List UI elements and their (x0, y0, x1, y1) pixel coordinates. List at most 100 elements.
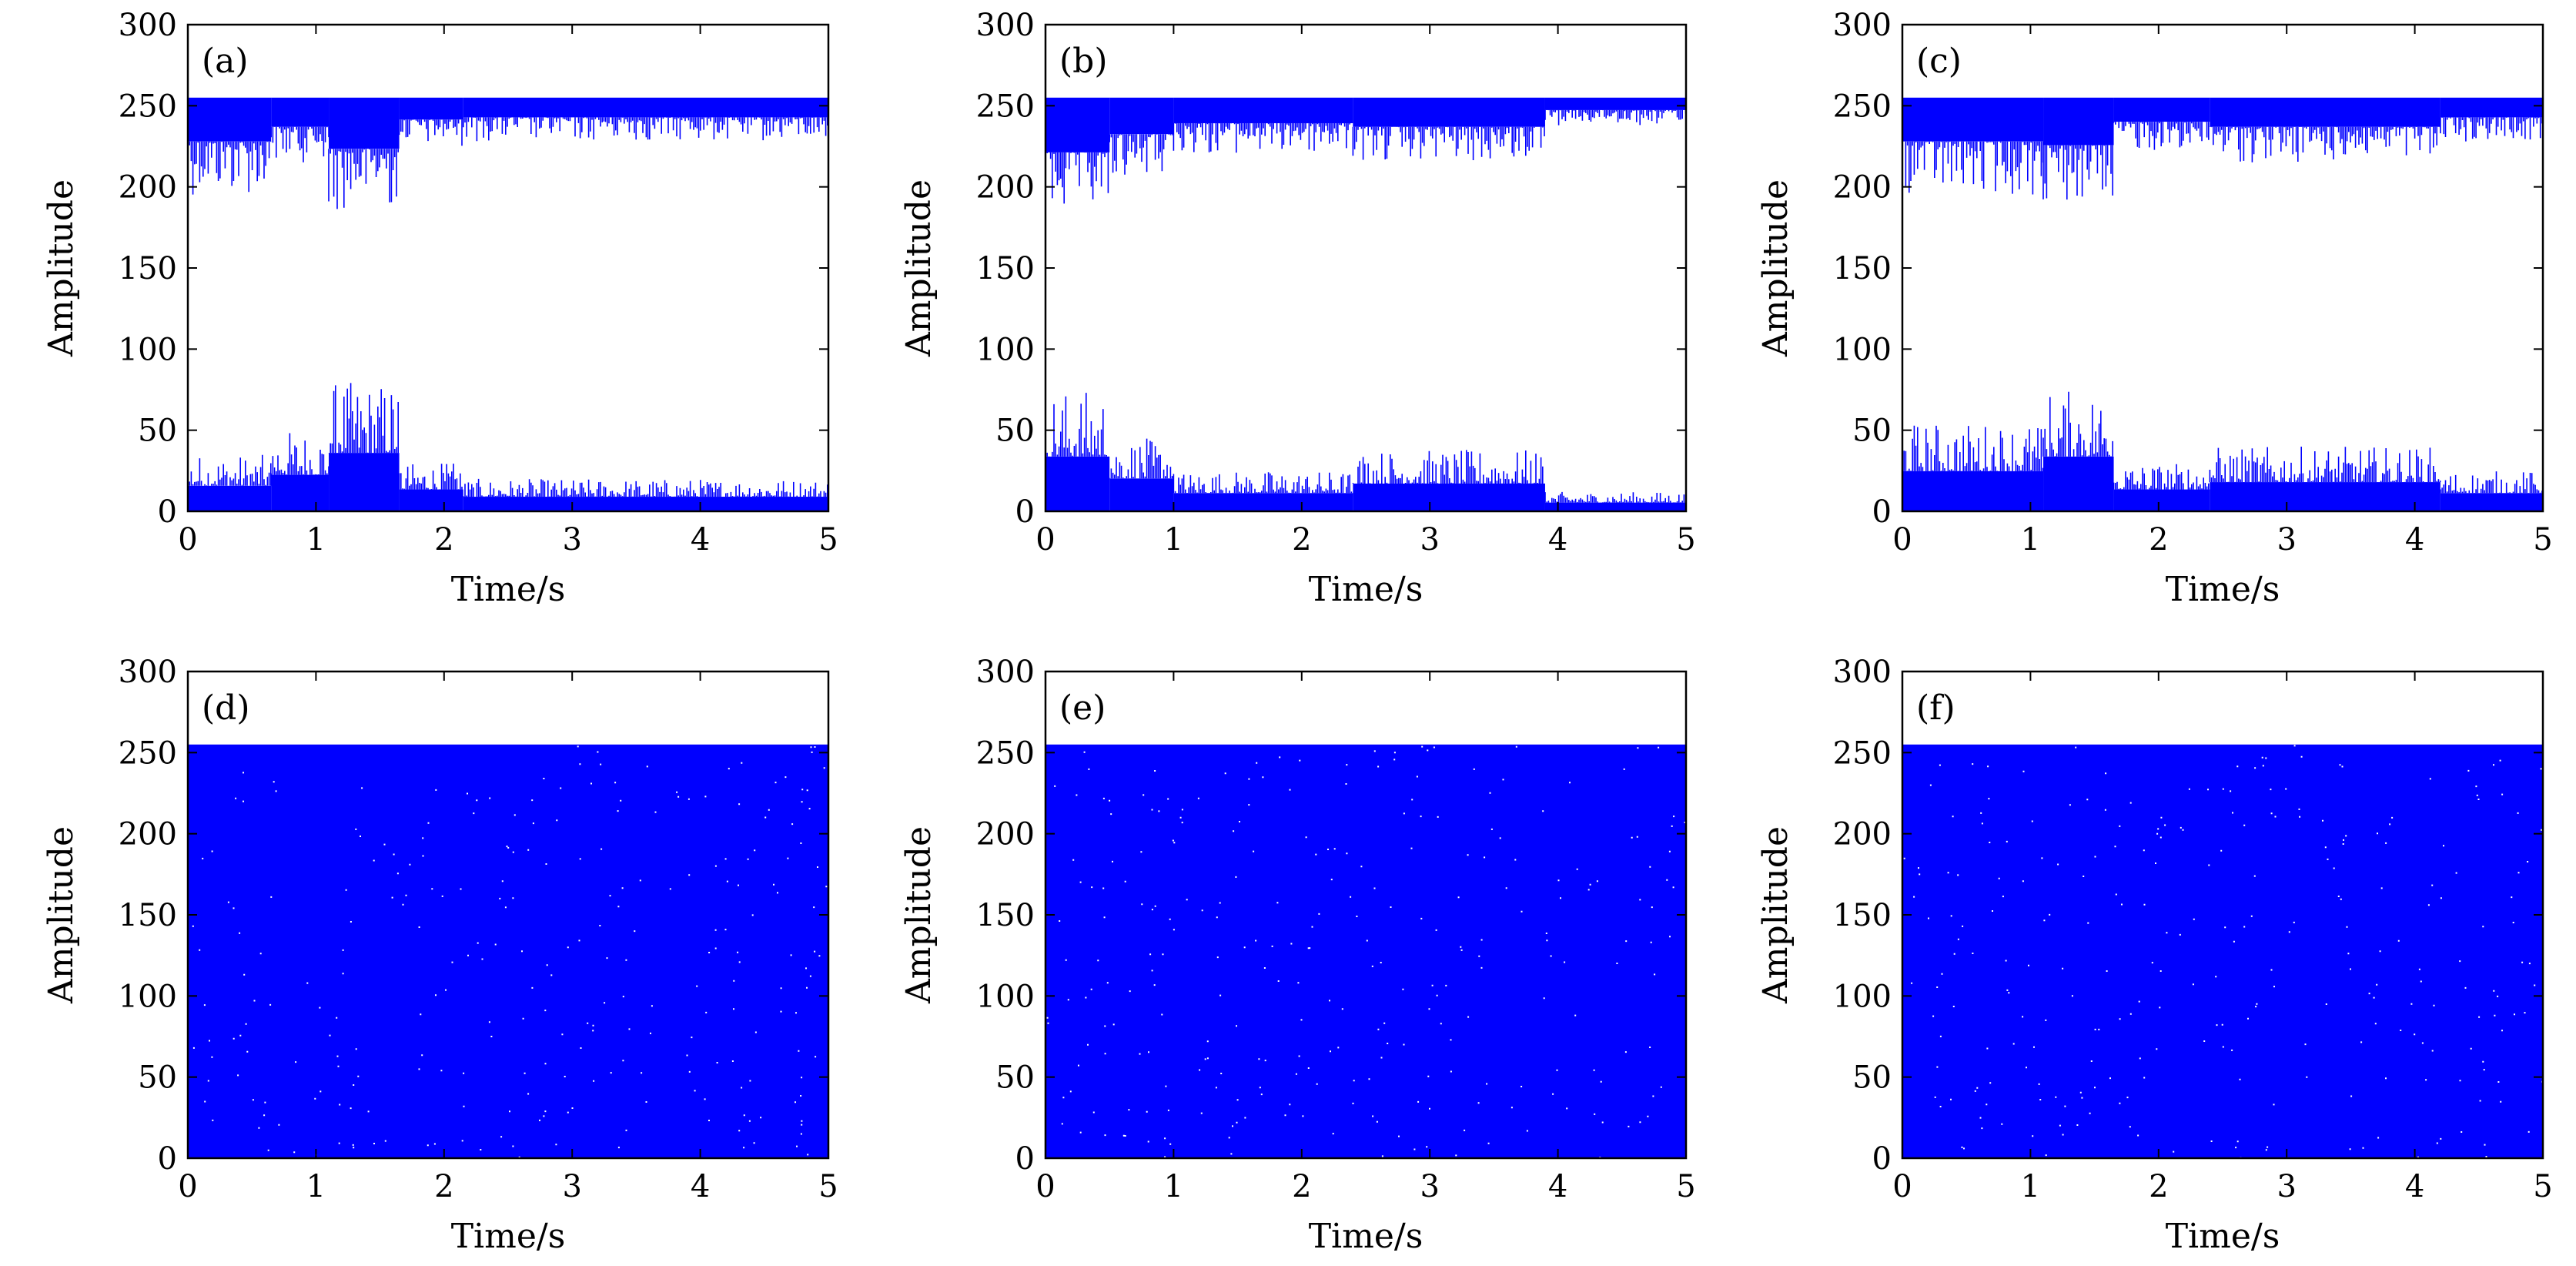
upper-scatter-c-0 (1902, 141, 2044, 195)
lower-scatter-a-1 (270, 433, 330, 475)
lower-band-b-4 (1544, 502, 1686, 511)
x-tick-label-e-0: 0 (1035, 1169, 1055, 1204)
x-tick-label-f-4: 4 (2405, 1169, 2424, 1204)
y-tick-label-a-200: 200 (119, 170, 177, 206)
plot-area-e (1045, 744, 1686, 1158)
y-tick-label-f-0: 0 (1872, 1141, 1892, 1177)
x-tick-label-a-1: 1 (306, 522, 326, 558)
x-tick-label-f-3: 3 (2277, 1169, 2296, 1204)
y-tick-label-b-200: 200 (976, 170, 1035, 206)
x-tick-label-d-1: 1 (306, 1169, 326, 1204)
y-tick-label-f-100: 100 (1833, 979, 1892, 1014)
y-axis-title-b: Amplitude (899, 179, 938, 357)
y-tick-label-e-150: 150 (976, 898, 1035, 933)
upper-scatter-c-2 (2113, 122, 2210, 150)
y-tick-label-c-100: 100 (1833, 332, 1892, 367)
y-tick-label-e-200: 200 (976, 817, 1035, 852)
chart-panel-b: 0 1 2 3 4 5050100150200250300Time/sAmplitude(… (899, 8, 1696, 609)
lower-band-a-1 (271, 474, 330, 511)
upper-band-a-1 (271, 97, 330, 127)
y-tick-label-f-200: 200 (1833, 817, 1892, 852)
lower-scatter-a-4 (463, 478, 828, 497)
x-tick-label-c-4: 4 (2405, 522, 2424, 558)
y-tick-label-a-250: 250 (119, 89, 177, 124)
y-tick-label-e-0: 0 (1015, 1141, 1035, 1177)
plot-area-b (1045, 97, 1686, 511)
y-tick-label-f-250: 250 (1833, 735, 1892, 771)
panel-label-e: (e) (1059, 688, 1106, 728)
x-tick-label-a-2: 2 (434, 522, 453, 558)
x-tick-label-f-0: 0 (1892, 1169, 1912, 1204)
upper-band-b-3 (1353, 97, 1545, 127)
y-tick-label-b-50: 50 (995, 414, 1035, 449)
lower-band-b-2 (1173, 493, 1353, 511)
x-tick-label-e-1: 1 (1164, 1169, 1183, 1204)
lower-scatter-c-1 (2042, 391, 2113, 457)
x-tick-label-b-2: 2 (1292, 522, 1311, 558)
upper-scatter-a-3 (398, 119, 463, 146)
y-tick-label-a-50: 50 (138, 414, 177, 449)
y-axis-title-f: Amplitude (1756, 826, 1795, 1004)
y-tick-label-a-150: 150 (119, 251, 177, 286)
upper-band-c-1 (2043, 97, 2114, 146)
x-axis-title-b: Time/s (1309, 570, 1423, 609)
lower-scatter-c-4 (2440, 471, 2543, 494)
lower-band-c-1 (2043, 456, 2114, 511)
lower-band-b-3 (1353, 483, 1545, 511)
x-tick-label-d-0: 0 (178, 1169, 197, 1204)
x-tick-label-e-5: 5 (1676, 1169, 1695, 1204)
chart-panel-e: 0 1 2 3 4 5050100150200250300Time/sAmplitude(… (899, 655, 1696, 1256)
plot-area-c (1902, 97, 2543, 511)
y-tick-label-c-300: 300 (1833, 8, 1892, 43)
y-tick-label-d-150: 150 (119, 898, 177, 933)
y-tick-label-b-0: 0 (1015, 494, 1035, 530)
y-axis-title-a: Amplitude (42, 179, 81, 357)
x-tick-label-b-3: 3 (1420, 522, 1439, 558)
x-tick-label-b-4: 4 (1548, 522, 1567, 558)
y-tick-label-f-50: 50 (1852, 1060, 1892, 1096)
upper-band-b-0 (1045, 97, 1110, 152)
x-tick-label-a-4: 4 (691, 522, 710, 558)
y-tick-label-e-100: 100 (976, 979, 1035, 1014)
chart-panel-d: 0 1 2 3 4 5050100150200250300Time/sAmplitude(… (42, 655, 838, 1256)
y-tick-label-d-100: 100 (119, 979, 177, 1014)
upper-band-a-3 (399, 97, 463, 120)
x-axis-title-a: Time/s (451, 570, 566, 609)
upper-scatter-c-1 (2042, 145, 2113, 200)
lower-band-c-3 (2210, 482, 2441, 511)
x-tick-label-b-5: 5 (1676, 522, 1695, 558)
y-tick-label-d-50: 50 (138, 1060, 177, 1096)
x-tick-label-c-3: 3 (2277, 522, 2296, 558)
y-tick-label-f-150: 150 (1833, 898, 1892, 933)
x-tick-label-b-0: 0 (1035, 522, 1055, 558)
lower-band-b-0 (1045, 456, 1110, 511)
y-tick-label-d-0: 0 (158, 1141, 177, 1177)
upper-scatter-b-0 (1045, 152, 1109, 204)
y-tick-label-d-250: 250 (119, 735, 177, 771)
lower-scatter-a-2 (328, 383, 399, 454)
plot-area-d (188, 744, 828, 1158)
lower-scatter-b-1 (1109, 438, 1173, 479)
plot-area-f (1902, 744, 2543, 1158)
x-tick-label-a-3: 3 (562, 522, 581, 558)
x-tick-label-c-1: 1 (2021, 522, 2040, 558)
x-tick-label-c-2: 2 (2149, 522, 2168, 558)
upper-band-c-2 (2113, 97, 2210, 122)
x-tick-label-a-5: 5 (818, 522, 838, 558)
x-axis-title-f: Time/s (2166, 1217, 2280, 1256)
y-tick-label-e-50: 50 (995, 1060, 1035, 1096)
chart-panel-c: 0 1 2 3 4 5050100150200250300Time/sAmplitude(… (1756, 8, 2553, 609)
upper-scatter-b-1 (1109, 134, 1173, 175)
upper-band-b-1 (1109, 97, 1174, 135)
y-tick-label-a-300: 300 (119, 8, 177, 43)
upper-scatter-b-4 (1544, 109, 1686, 126)
y-tick-label-d-300: 300 (119, 655, 177, 690)
panel-label-f: (f) (1916, 688, 1955, 728)
upper-scatter-c-3 (2209, 126, 2441, 162)
y-tick-label-b-300: 300 (976, 8, 1035, 43)
y-tick-label-b-150: 150 (976, 251, 1035, 286)
lower-scatter-b-4 (1544, 491, 1686, 503)
lower-scatter-a-3 (398, 464, 463, 490)
x-tick-label-e-3: 3 (1420, 1169, 1439, 1204)
x-tick-label-e-2: 2 (1292, 1169, 1311, 1204)
